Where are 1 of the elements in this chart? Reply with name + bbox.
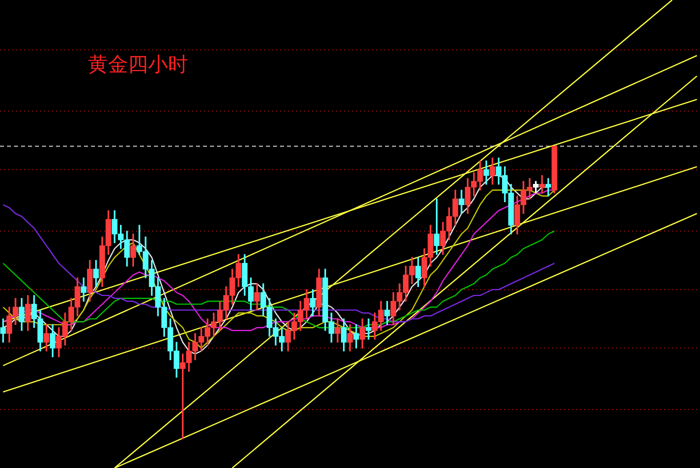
chart-title: 黄金四小时 bbox=[88, 51, 188, 78]
